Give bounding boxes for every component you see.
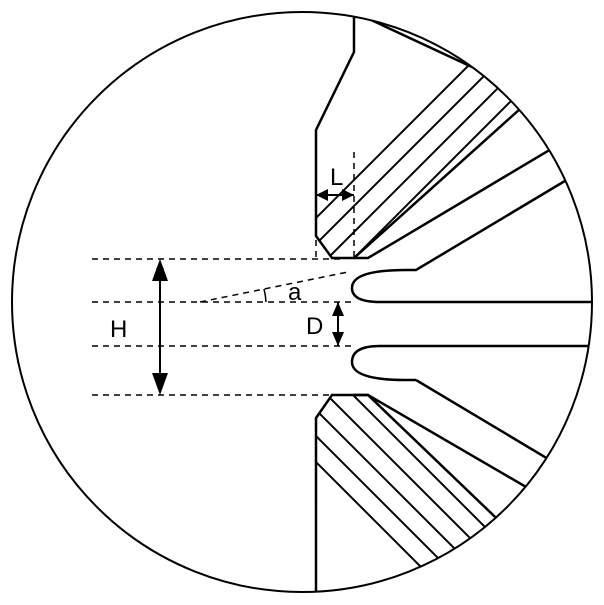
lower-nozzle (352, 346, 600, 530)
label-H: H (110, 316, 127, 343)
label-D: D (306, 313, 323, 340)
diagram-svg: H L a D (0, 0, 604, 605)
labels: H L a D (110, 164, 343, 343)
dimension-lines (92, 152, 354, 395)
label-a: a (288, 279, 302, 306)
label-L: L (330, 164, 343, 191)
lower-hatched-part (214, 360, 604, 605)
